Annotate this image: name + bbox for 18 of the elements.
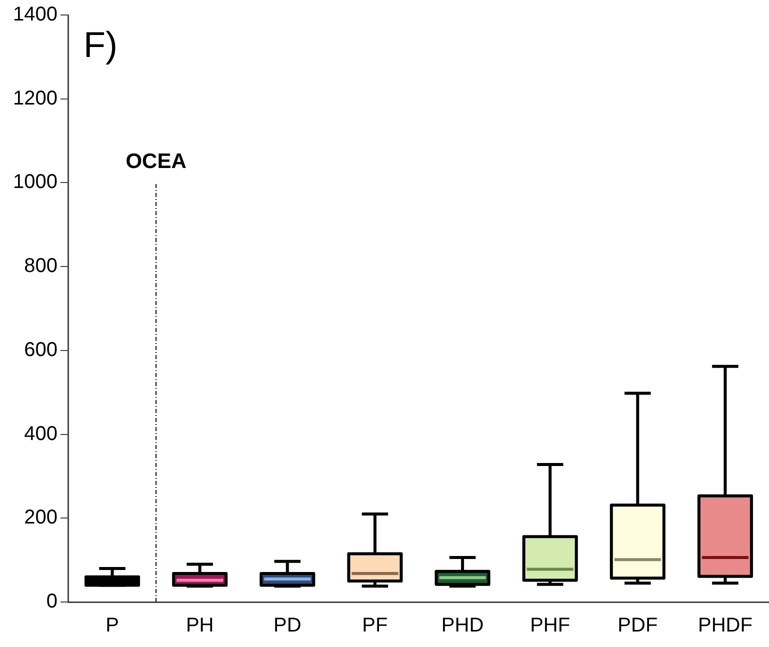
x-tick-label: P (106, 614, 119, 637)
x-tick-label: PDF (618, 614, 658, 637)
x-tick-label: PF (362, 614, 388, 637)
x-tick-label: PD (274, 614, 302, 637)
y-tick-label: 400 (24, 422, 58, 445)
x-tick-label: PHF (530, 614, 570, 637)
x-tick-label: PH (186, 614, 214, 637)
x-tick-label: PHD (441, 614, 484, 637)
y-tick-label: 200 (24, 506, 58, 529)
y-tick-label: 1400 (12, 4, 58, 26)
annotation: OCEA (126, 150, 186, 174)
y-tick-label: 600 (24, 338, 58, 361)
chart-title: F) (83, 24, 118, 65)
y-tick-label: 800 (24, 255, 58, 278)
y-tick-label: 1200 (12, 87, 58, 110)
y-tick-label: 0 (46, 590, 58, 613)
x-tick-label: PHDF (698, 614, 752, 637)
y-tick-label: 1000 (12, 171, 58, 194)
